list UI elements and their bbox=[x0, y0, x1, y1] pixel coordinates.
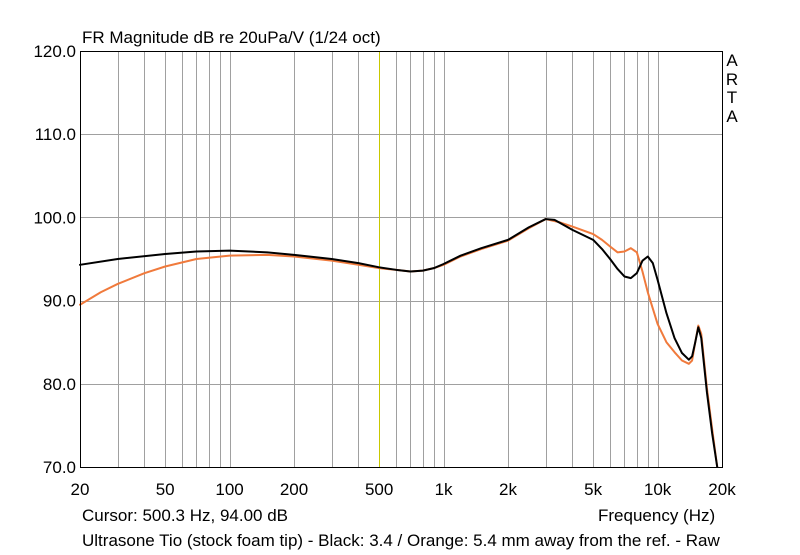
chart-title: FR Magnitude dB re 20uPa/V (1/24 oct) bbox=[82, 28, 381, 47]
x-axis-label: Frequency (Hz) bbox=[598, 506, 716, 525]
x-tick-label: 2k bbox=[499, 480, 517, 499]
x-tick-label: 20k bbox=[708, 480, 736, 499]
cursor-readout: Cursor: 500.3 Hz, 94.00 dB bbox=[82, 506, 289, 525]
x-tick-label: 5k bbox=[584, 480, 602, 499]
x-tick-label: 500 bbox=[365, 480, 393, 499]
chart-caption: Ultrasone Tio (stock foam tip) - Black: … bbox=[82, 531, 720, 550]
x-tick-label: 100 bbox=[215, 480, 243, 499]
x-tick-label: 1k bbox=[435, 480, 453, 499]
series-black-line bbox=[79, 218, 719, 468]
grid bbox=[80, 51, 722, 467]
x-tick-label: 20 bbox=[71, 480, 90, 499]
y-tick-label: 100.0 bbox=[33, 208, 76, 227]
y-tick-label: 120.0 bbox=[33, 42, 76, 61]
arta-brand-label: A R T A bbox=[724, 51, 740, 126]
brand-letter: T bbox=[726, 88, 738, 107]
brand-letter: A bbox=[726, 51, 738, 70]
x-tick-label: 10k bbox=[644, 480, 672, 499]
brand-letter: A bbox=[726, 106, 738, 126]
tick-labels: 70.0 80.0 90.0 100.0 110.0 120.0 20 50 100 200 500… bbox=[33, 42, 736, 499]
x-tick-label: 200 bbox=[280, 480, 308, 499]
plot-frame bbox=[80, 51, 723, 468]
x-tick-label: 50 bbox=[156, 480, 175, 499]
y-tick-label: 70.0 bbox=[43, 458, 76, 477]
series-layer bbox=[79, 218, 719, 468]
series-orange-line bbox=[79, 218, 719, 468]
y-tick-label: 110.0 bbox=[35, 125, 76, 144]
y-tick-label: 90.0 bbox=[43, 292, 76, 311]
brand-letter: R bbox=[725, 69, 739, 89]
y-tick-label: 80.0 bbox=[43, 375, 76, 394]
